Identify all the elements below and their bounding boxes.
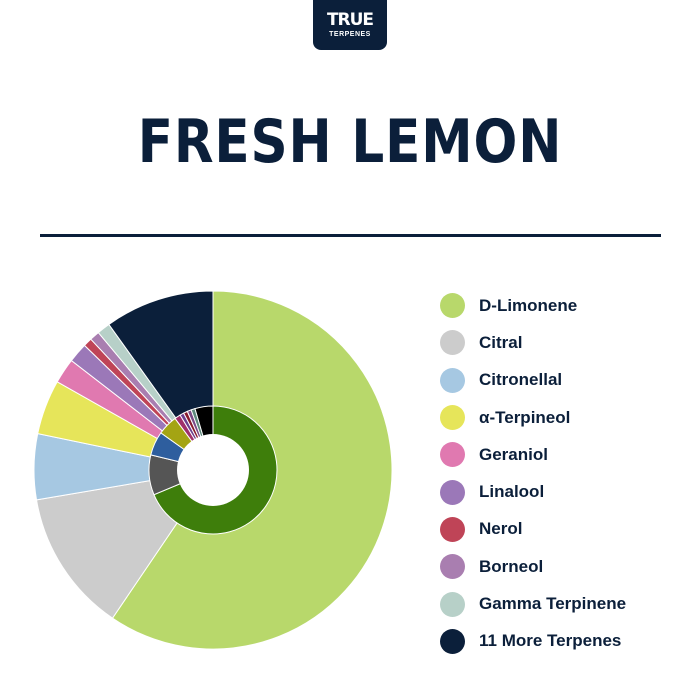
legend-item: Gamma Terpinene bbox=[440, 585, 626, 622]
legend-item: Nerol bbox=[440, 511, 626, 548]
legend-swatch-icon bbox=[440, 479, 465, 505]
terpene-pie-chart bbox=[33, 290, 393, 650]
legend-label: 11 More Terpenes bbox=[479, 631, 622, 651]
legend-label: Borneol bbox=[479, 556, 544, 576]
legend-swatch-icon bbox=[440, 554, 465, 580]
title-divider bbox=[40, 234, 661, 237]
chart-legend: D-Limonene Citral Citronellal α-Terpineo… bbox=[440, 287, 626, 660]
page-title: FRESH LEMON bbox=[137, 107, 563, 177]
legend-label: α-Terpineol bbox=[479, 407, 571, 427]
legend-label: Geraniol bbox=[479, 444, 548, 464]
legend-item: Geraniol bbox=[440, 436, 626, 473]
legend-swatch-icon bbox=[440, 405, 465, 431]
legend-item: D-Limonene bbox=[440, 287, 626, 324]
legend-swatch-icon bbox=[440, 591, 465, 617]
legend-swatch-icon bbox=[440, 442, 465, 468]
legend-label: Linalool bbox=[479, 482, 545, 502]
brand-logo-sub: TERPENES bbox=[329, 30, 371, 38]
legend-label: Citral bbox=[479, 332, 523, 352]
legend-item: Borneol bbox=[440, 548, 626, 585]
brand-logo-main: TRUE bbox=[326, 9, 374, 30]
brand-logo: TRUE TERPENES bbox=[313, 0, 387, 50]
legend-label: Citronellal bbox=[479, 370, 563, 390]
legend-swatch-icon bbox=[440, 628, 465, 654]
chart-center-hole bbox=[177, 434, 249, 506]
legend-item: Linalool bbox=[440, 473, 626, 510]
legend-item: Citronellal bbox=[440, 362, 626, 399]
legend-label: Gamma Terpinene bbox=[479, 594, 627, 614]
legend-swatch-icon bbox=[440, 293, 465, 319]
legend-item: 11 More Terpenes bbox=[440, 623, 626, 660]
legend-label: D-Limonene bbox=[479, 295, 578, 315]
legend-swatch-icon bbox=[440, 330, 465, 356]
legend-swatch-icon bbox=[440, 367, 465, 393]
legend-swatch-icon bbox=[440, 516, 465, 542]
legend-item: α-Terpineol bbox=[440, 399, 626, 436]
legend-item: Citral bbox=[440, 324, 626, 361]
legend-label: Nerol bbox=[479, 519, 523, 539]
